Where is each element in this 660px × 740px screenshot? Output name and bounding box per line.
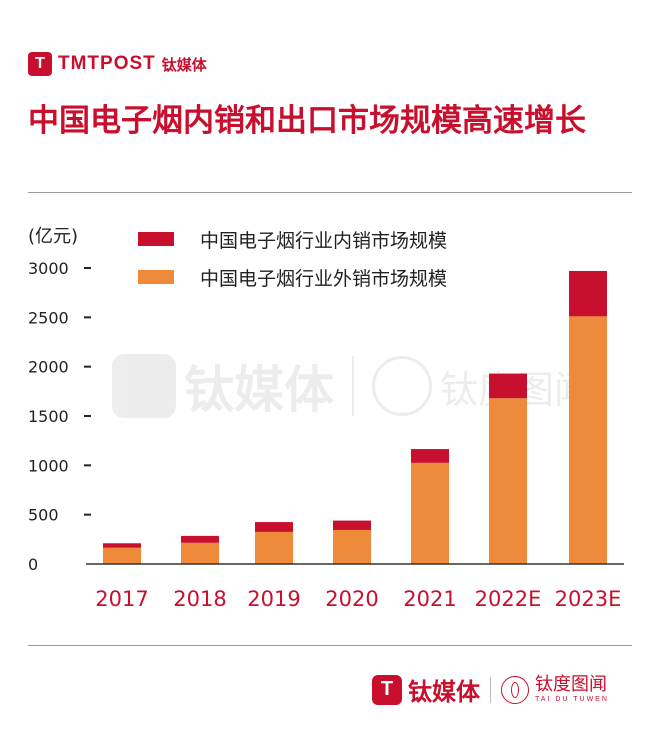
bar-segment (333, 520, 371, 530)
footer-brand: T 钛媒体 钛度图闻 TAI DU TUWEN (372, 672, 609, 707)
bar-segment (569, 316, 607, 564)
legend-swatch-domestic (138, 232, 174, 246)
bar-segment (181, 535, 219, 543)
y-tick-label: 0 (28, 555, 38, 574)
watermark-name: 钛媒体 (184, 361, 334, 419)
x-tick-label: 2023E (555, 587, 622, 611)
footer-separator (490, 676, 491, 703)
legend-label-export: 中国电子烟行业外销市场规模 (200, 267, 448, 290)
y-tick-label: 2500 (28, 308, 69, 327)
x-tick-label: 2017 (95, 587, 148, 611)
footer-sub-brand: 钛度图闻 TAI DU TUWEN (535, 673, 609, 705)
watermark-seal-icon (372, 356, 432, 416)
y-tick-label: 500 (28, 506, 59, 525)
bar-segment (489, 398, 527, 564)
watermark-separator (352, 356, 354, 416)
bar-segment (255, 531, 293, 564)
tmtpost-logo-icon: T (28, 52, 52, 76)
bar-segment (411, 449, 449, 463)
bar-segment (569, 270, 607, 317)
y-tick-label: 1500 (28, 407, 69, 426)
x-tick-label: 2022E (475, 587, 542, 611)
legend-item-export: 中国电子烟行业外销市场规模 (138, 258, 447, 296)
footer-brand-name: 钛媒体 (408, 678, 480, 706)
bar-segment (103, 547, 141, 564)
bar-segment (333, 529, 371, 564)
x-tick-label: 2019 (247, 587, 300, 611)
bar-segment (411, 462, 449, 564)
legend-label-domestic: 中国电子烟行业内销市场规模 (200, 229, 448, 252)
y-tick-label: 1000 (28, 456, 69, 475)
watermark: 钛媒体 钛度图闻 (112, 350, 592, 422)
bar-segment (489, 373, 527, 399)
top-divider (28, 192, 632, 193)
bar-segment (103, 543, 141, 548)
bar-segment (181, 542, 219, 564)
brand-header: T TMTPOST 钛媒体 (28, 52, 207, 76)
chart-title: 中国电子烟内销和出口市场规模高速增长 (28, 103, 586, 139)
chart-legend: 中国电子烟行业内销市场规模 中国电子烟行业外销市场规模 (138, 220, 447, 296)
bar-segment (255, 522, 293, 532)
legend-item-domestic: 中国电子烟行业内销市场规模 (138, 220, 447, 258)
x-tick-label: 2018 (173, 587, 226, 611)
legend-swatch-export (138, 270, 174, 284)
y-tick-label: 3000 (28, 259, 69, 278)
watermark-logo-icon (112, 354, 176, 418)
y-axis-unit: (亿元) (28, 226, 79, 247)
y-tick-label: 2000 (28, 358, 69, 377)
bottom-divider (28, 645, 632, 646)
footer-sub-en: TAI DU TUWEN (535, 695, 609, 703)
brand-name-en: TMTPOST (58, 53, 156, 74)
footer-seal-icon (501, 675, 529, 704)
footer-logo-icon: T (372, 674, 402, 705)
footer-sub-cn: 钛度图闻 (535, 673, 607, 695)
x-tick-label: 2020 (325, 587, 378, 611)
x-tick-label: 2021 (403, 587, 456, 611)
brand-name-cn: 钛媒体 (161, 55, 207, 74)
